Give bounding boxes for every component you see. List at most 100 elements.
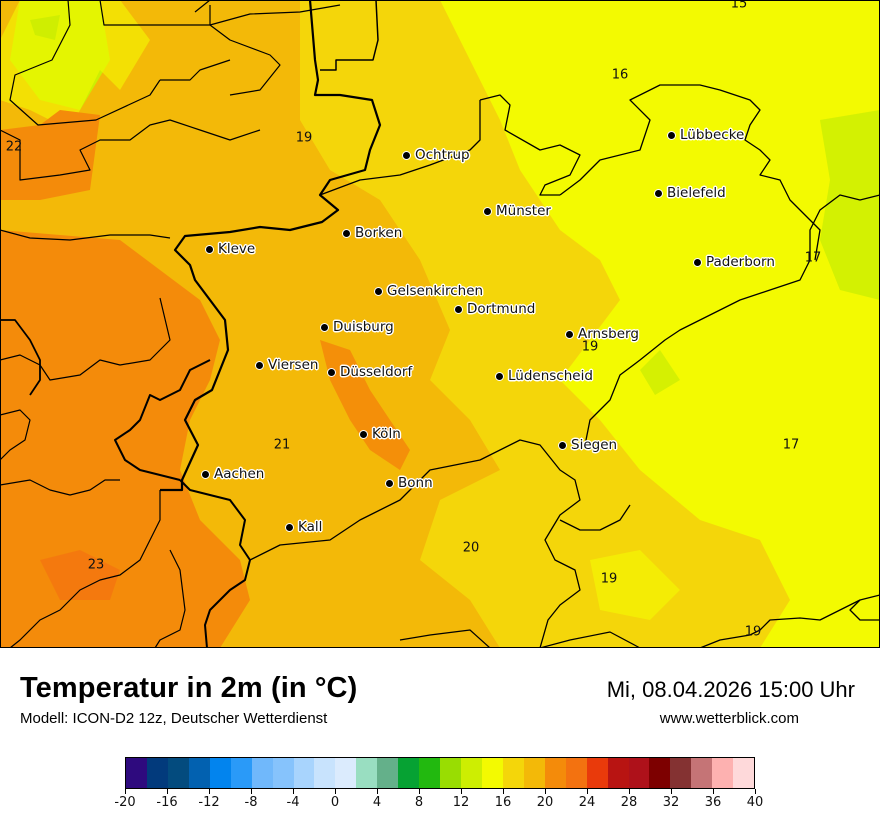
city-name: Arnsberg [578, 326, 639, 342]
temperature-field [0, 0, 880, 648]
isotherm-value-label: 19 [744, 624, 762, 640]
colorbar-tick [292, 789, 294, 794]
colorbar-segment [419, 758, 441, 788]
city-dot-icon [255, 360, 264, 370]
isotherm-value-label: 19 [600, 571, 618, 587]
colorbar-tick-label: 12 [452, 795, 470, 810]
city-marker: Paderborn [693, 254, 775, 270]
colorbar-segment [377, 758, 399, 788]
city-name: Lüdenscheid [508, 368, 593, 384]
colorbar-segment [733, 758, 755, 788]
city-marker: Aachen [201, 466, 264, 482]
temperature-colorbar [125, 757, 755, 789]
colorbar-tick [208, 789, 210, 794]
city-marker: Viersen [255, 357, 318, 373]
city-name: Münster [496, 203, 551, 219]
city-marker: Dortmund [454, 301, 535, 317]
city-dot-icon [205, 244, 214, 254]
city-name: Duisburg [333, 319, 394, 335]
city-marker: Bielefeld [654, 185, 726, 201]
city-marker: Lüdenscheid [495, 368, 593, 384]
colorbar-tick-label: 8 [414, 795, 424, 810]
colorbar-segment [251, 758, 273, 788]
city-name: Lübbecke [680, 127, 745, 143]
colorbar-tick [502, 789, 504, 794]
city-dot-icon [342, 228, 351, 238]
colorbar-segment [209, 758, 231, 788]
city-name: Aachen [214, 466, 265, 482]
colorbar-segment [712, 758, 734, 788]
model-source: Modell: ICON-D2 12z, Deutscher Wetterdie… [20, 710, 328, 727]
colorbar-tick [460, 789, 462, 794]
city-dot-icon [285, 522, 294, 532]
colorbar-segment [230, 758, 252, 788]
colorbar-segment [607, 758, 629, 788]
colorbar-tick [250, 789, 252, 794]
colorbar-segment [293, 758, 315, 788]
city-dot-icon [558, 440, 567, 450]
city-marker: Gelsenkirchen [374, 283, 483, 299]
colorbar-segment [481, 758, 503, 788]
isotherm-value-label: 17 [804, 250, 822, 266]
isotherm-value-label: 19 [581, 339, 599, 355]
colorbar-segment [691, 758, 713, 788]
colorbar-tick [124, 789, 126, 794]
colorbar-tick [670, 789, 672, 794]
colorbar-tick [376, 789, 378, 794]
colorbar-tick [334, 789, 336, 794]
city-dot-icon [374, 286, 383, 296]
colorbar-tick-label: -12 [198, 795, 220, 810]
city-marker: Bonn [385, 475, 433, 491]
colorbar-tick [544, 789, 546, 794]
city-name: Bielefeld [667, 185, 726, 201]
city-dot-icon [565, 329, 574, 339]
colorbar-segment [398, 758, 420, 788]
colorbar-tick-label: 36 [704, 795, 722, 810]
colorbar-tick-label: 40 [746, 795, 764, 810]
city-dot-icon [693, 257, 702, 267]
chart-title: Temperatur in 2m (in °C) [20, 672, 358, 704]
city-marker: Kall [285, 519, 322, 535]
colorbar-segment [440, 758, 461, 788]
colorbar-segment [356, 758, 378, 788]
colorbar-segment [314, 758, 336, 788]
isotherm-value-label: 21 [273, 437, 291, 453]
colorbar-tick-label: 0 [330, 795, 340, 810]
colorbar-segment [461, 758, 482, 788]
colorbar-segment [188, 758, 210, 788]
city-marker: Ochtrup [402, 147, 470, 163]
isotherm-value-label: 17 [782, 437, 800, 453]
city-name: Paderborn [706, 254, 775, 270]
city-dot-icon [483, 206, 492, 216]
city-dot-icon [320, 322, 329, 332]
colorbar-segment [272, 758, 294, 788]
city-name: Siegen [571, 437, 618, 453]
city-name: Kleve [218, 241, 256, 257]
city-dot-icon [385, 478, 394, 488]
city-marker: Arnsberg [565, 326, 639, 342]
colorbar-segment [628, 758, 650, 788]
city-marker: Köln [359, 426, 401, 442]
city-name: Bonn [398, 475, 433, 491]
colorbar-tick [754, 789, 756, 794]
colorbar-tick-label: -16 [156, 795, 178, 810]
city-marker: Borken [342, 225, 402, 241]
colorbar-tick [166, 789, 168, 794]
colorbar-segment [649, 758, 671, 788]
website-link[interactable]: www.wetterblick.com [659, 710, 799, 727]
temperature-map[interactable]: Lübbecke Ochtrup Bielefeld Münster Borken Kle… [0, 0, 880, 648]
city-name: Dortmund [467, 301, 536, 317]
city-name: Kall [298, 519, 323, 535]
colorbar-tick-label: 24 [578, 795, 596, 810]
isotherm-value-label: 20 [462, 540, 480, 556]
city-name: Gelsenkirchen [387, 283, 484, 299]
colorbar-tick [712, 789, 714, 794]
isotherm-value-label: 19 [295, 130, 313, 146]
colorbar-tick-label: 16 [494, 795, 512, 810]
isotherm-value-label: 22 [5, 139, 23, 155]
colorbar-tick [586, 789, 588, 794]
valid-datetime: Mi, 08.04.2026 15:00 Uhr [606, 677, 855, 702]
city-dot-icon [201, 469, 210, 479]
city-marker: Duisburg [320, 319, 394, 335]
city-marker: Lübbecke [667, 127, 744, 143]
